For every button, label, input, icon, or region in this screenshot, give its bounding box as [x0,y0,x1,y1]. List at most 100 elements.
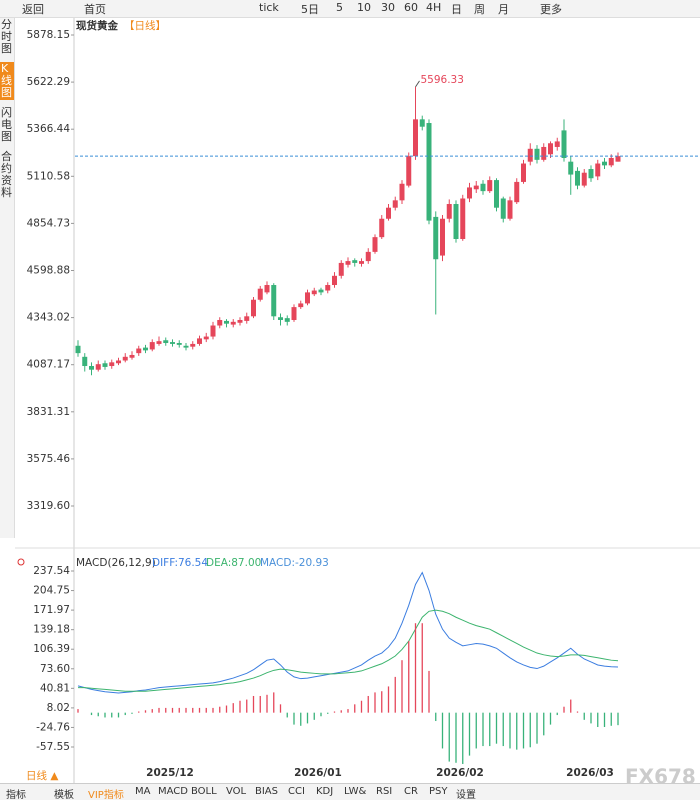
candle-body [494,180,499,208]
candle-body [183,345,189,348]
x-tick-label: 2025/12 [146,767,194,779]
toolbar-item[interactable]: 4H [426,1,442,14]
toolbar-item[interactable]: 60 [404,1,418,14]
tab[interactable]: 模板 [54,790,74,801]
toolbar-item[interactable]: 首页 [84,3,106,16]
y-tick-label: 5366.44 [27,123,71,135]
y-tick-label: 106.39 [33,643,70,655]
candle-body [446,204,452,219]
tab[interactable]: CR [404,786,418,797]
toolbar-item[interactable]: 10 [357,1,371,14]
macd-line [78,609,619,692]
candle-body [298,303,304,308]
candle-body [136,348,142,354]
candle-body [521,163,526,182]
x-tick-label: 2026/01 [294,767,342,779]
toolbar-item[interactable]: 5 [336,1,343,14]
macd-title: MACD(26,12,9) [76,557,156,569]
y-tick-label: 3575.46 [27,453,71,465]
candle-body [190,343,196,347]
y-tick-label: 4854.73 [27,217,70,229]
candle-body [163,340,169,344]
tab[interactable]: LW& [344,786,367,797]
y-tick-label: 171.97 [33,604,70,616]
y-tick-label: -24.76 [36,721,70,733]
toolbar-item[interactable]: 更多 [540,3,562,16]
tab[interactable]: 指标 [6,790,26,801]
candle-body [527,148,533,162]
candle-body [359,261,364,264]
tab[interactable]: MACD [158,786,188,797]
period-label[interactable]: 日线 ▲ [26,769,59,782]
candle-body [399,183,405,201]
tab[interactable]: BOLL [191,786,217,797]
x-tick-label: 2026/02 [436,767,484,779]
candle-body [386,207,391,219]
candle-body [453,204,459,239]
candle-body [379,218,385,238]
y-tick-label: 3831.31 [27,406,70,418]
tab[interactable]: VIP指标 [88,790,124,801]
candle-body [406,156,412,186]
candle-body [170,342,175,344]
y-tick-label: 4598.88 [27,264,70,276]
tab[interactable]: CCI [288,786,305,797]
y-tick-label: 204.75 [33,585,70,597]
tab[interactable]: KDJ [316,786,334,797]
candle-body [467,187,472,199]
candle-body [197,338,202,344]
toolbar-item[interactable]: 日 [451,3,462,16]
tab[interactable]: PSY [429,786,448,797]
sidebar-item[interactable]: 闪电图 [1,106,12,143]
candle-body [82,356,88,367]
toolbar-item[interactable]: 返回 [22,3,44,16]
candle-body [561,130,567,158]
candle-body [615,156,621,162]
candle-body [426,123,432,221]
candle-body [311,290,317,295]
toolbar: 返回 首页 tick 5日 5 10 30 60 4H 日周月 更多 [0,0,700,18]
candle-body [460,198,466,239]
candle-body [338,262,344,276]
peak-label: 5596.33 [421,74,464,86]
sidebar-item[interactable]: 合约资料 [1,150,12,199]
tab[interactable]: 设置 [456,790,476,801]
candle-body [291,307,297,320]
tab[interactable]: VOL [226,786,247,797]
y-tick-label: 5878.15 [27,29,70,41]
tab[interactable]: RSI [376,786,393,797]
candle-body [122,356,128,361]
y-tick-label: 5622.29 [27,76,70,88]
candle-body [210,325,216,337]
y-tick-label: 73.60 [40,663,70,675]
y-tick-label: 237.54 [33,565,70,577]
candle-body [392,200,398,208]
candle-body [487,180,493,192]
toolbar-item[interactable]: 30 [381,1,395,14]
y-tick-label: 139.18 [33,624,70,636]
candle-body [89,366,94,370]
candle-body [595,163,601,177]
macd-line [77,571,619,694]
sidebar-item[interactable]: K线图 [0,62,14,100]
candle-body [318,289,324,293]
candle-body [271,285,277,317]
toolbar-item[interactable]: tick [259,1,279,14]
toolbar-item[interactable]: 5日 [301,3,319,16]
candle-body [129,354,135,358]
toolbar-item[interactable]: 月 [498,3,509,16]
candle-body [257,288,263,300]
sidebar-item[interactable]: 分时图 [1,18,12,55]
tab[interactable]: BIAS [255,786,278,797]
settings-icon[interactable] [17,558,25,566]
y-tick-label: 40.81 [40,682,70,694]
candle-body [473,185,479,190]
candle-body [345,261,351,265]
y-tick-label: 8.02 [47,702,70,714]
candle-body [581,172,587,186]
candle-body [217,319,223,326]
candle-body [75,345,81,354]
tab[interactable]: MA [135,786,151,797]
toolbar-item[interactable]: 周 [474,3,485,16]
